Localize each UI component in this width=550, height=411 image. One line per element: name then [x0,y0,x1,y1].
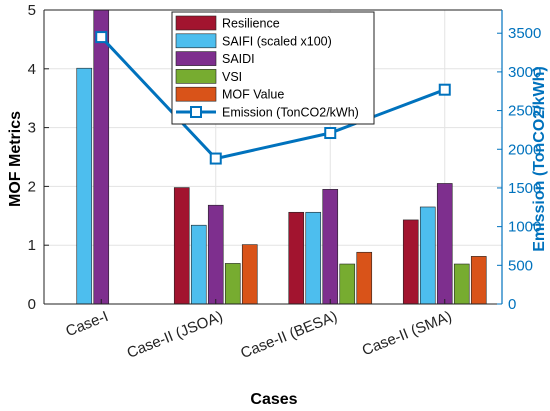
legend-swatch [175,51,217,66]
x-tick-label: Case-I [63,308,110,340]
axis-ticks [44,9,502,305]
y-right-tick-label: 3000 [508,64,541,81]
legend: Resilience SAIFI (scaled x100) SAIDI VSI MOF… [171,11,375,125]
legend-label: SAIFI (scaled x100) [222,34,332,48]
y-right-tick-label: 1500 [508,180,541,197]
y-right-tick-label: 500 [508,257,533,274]
y-tick-label: 4 [28,61,36,78]
y-right-tick-label: 3500 [508,25,541,42]
y-tick-label: 2 [28,178,36,195]
bar [402,219,419,305]
y-right-tick-label: 2000 [508,141,541,158]
legend-swatch [175,69,217,84]
x-tick-label: Case-II (SMA) [360,308,454,359]
bar [224,263,241,305]
legend-label: Emission (TonCO2/kWh) [222,106,359,120]
bar [190,224,207,305]
emission-point [438,83,451,96]
bar [470,256,487,305]
x-axis-title: Cases [250,391,297,408]
emission-line-path [100,36,446,161]
legend-label: VSI [222,70,242,84]
bar [305,211,322,305]
emission-line [95,31,451,165]
y-tick-label: 1 [28,237,36,254]
bar [339,263,356,305]
emission-point [209,152,222,165]
bar [436,183,453,305]
y-tick-label: 5 [28,2,36,19]
bar [453,263,470,305]
emission-point [95,31,108,44]
y-right-tick-label: 2500 [508,103,541,120]
y-axis-right-title: Emission (TonCO2/kWh) [531,66,548,251]
bar [241,244,258,305]
y-axis-title: MOF Metrics [7,111,24,207]
legend-label: MOF Value [222,88,284,102]
legend-swatch [175,15,217,31]
legend-marker [190,106,202,118]
bars [76,9,487,305]
bar [356,251,373,305]
legend-swatch [175,33,217,49]
bar [76,67,93,305]
x-tick-label: Case-II (BESA) [238,308,339,362]
y-tick-label: 0 [28,296,36,313]
legend-swatch [175,86,217,102]
plot-frame [43,9,503,305]
y-right-tick-label: 1000 [508,219,541,236]
legend-label: Resilience [222,17,280,31]
bar [419,206,436,305]
bar [207,204,224,305]
y-tick-label: 3 [28,120,36,137]
y-right-tick-label: 0 [508,296,516,313]
bar [288,211,305,305]
emission-point [324,127,337,140]
bar [173,187,190,305]
legend-box [171,11,375,125]
legend-label: SAIDI [222,52,255,66]
bar [93,9,110,305]
bar [322,189,339,305]
x-tick-label: Case-II (JSOA) [125,308,226,362]
